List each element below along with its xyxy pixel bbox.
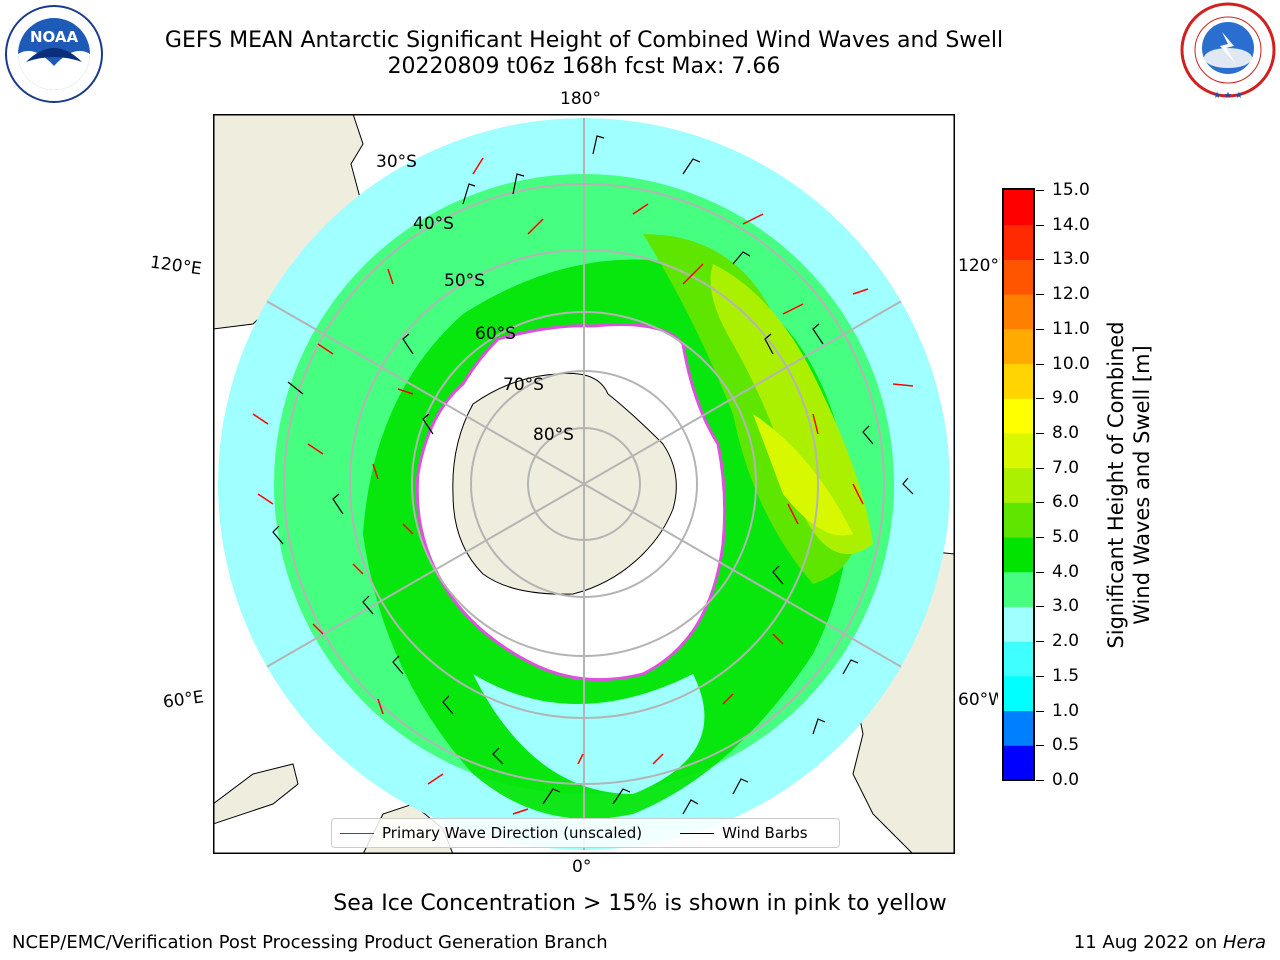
colorbar-tick-mark (1036, 432, 1044, 434)
colorbar-tick-label: 10.0 (1052, 353, 1090, 374)
colorbar-tick-label: 13.0 (1052, 249, 1090, 270)
footer-branch: NCEP/EMC/Verification Post Processing Pr… (12, 932, 608, 953)
colorbar-tick-mark (1036, 328, 1044, 330)
lat-label-60s: 60°S (475, 324, 516, 344)
colorbar-tick-label: 12.0 (1052, 284, 1090, 305)
colorbar-tick-mark (1036, 780, 1044, 781)
colorbar-tick-label: 2.0 (1052, 631, 1080, 652)
noaa-logo-text: NOAA (30, 28, 79, 46)
colorbar-tick-mark (1036, 537, 1044, 539)
colorbar-band (1004, 675, 1034, 712)
colorbar-tick-label: 15.0 (1052, 180, 1090, 200)
footer-date-text: 11 Aug 2022 on (1073, 932, 1223, 953)
lon-label-0: 0° (572, 857, 592, 877)
colorbar-title-line1: Significant Height of Combined (1104, 321, 1128, 649)
colorbar-tick-label: 8.0 (1052, 422, 1080, 443)
colorbar-tick-mark (1036, 363, 1044, 365)
colorbar-band (1004, 710, 1034, 746)
colorbar-band (1004, 467, 1034, 503)
colorbar-band (1004, 641, 1034, 677)
colorbar-tick-mark (1036, 294, 1044, 296)
colorbar-tick-label: 3.0 (1052, 596, 1080, 617)
colorbar-tick-mark (1036, 398, 1044, 400)
colorbar-band (1004, 259, 1034, 295)
colorbar-tick-label: 6.0 (1052, 492, 1080, 513)
colorbar-tick-mark (1036, 224, 1044, 226)
colorbar-band (1004, 190, 1034, 226)
colorbar-tick-label: 0.0 (1052, 770, 1080, 790)
colorbar-tick-label: 11.0 (1052, 318, 1090, 339)
legend-wind-label: Wind Barbs (722, 824, 808, 842)
legend-wave-label: Primary Wave Direction (unscaled) (382, 824, 643, 842)
colorbar-tick-label: 5.0 (1052, 527, 1080, 548)
colorbar-tick-mark (1036, 745, 1044, 747)
colorbar-band (1004, 606, 1034, 642)
colorbar-band (1004, 432, 1034, 469)
lat-label-40s: 40°S (413, 214, 454, 234)
lat-label-80s: 80°S (533, 425, 574, 445)
colorbar-tick-label: 4.0 (1052, 561, 1080, 582)
lat-label-50s: 50°S (444, 271, 485, 291)
colorbar-tick-label: 14.0 (1052, 214, 1090, 235)
lon-label-120w: 120°W (958, 256, 1000, 276)
colorbar-tick-label: 1.5 (1052, 665, 1080, 686)
colorbar-tick-mark (1036, 606, 1044, 608)
colorbar-band (1004, 363, 1034, 399)
colorbar-band (1004, 571, 1034, 607)
chart-title: GEFS MEAN Antarctic Significant Height o… (164, 28, 1004, 53)
chart-subtitle: 20220809 t06z 168h fcst Max: 7.66 (387, 54, 781, 79)
lon-label-60w: 60°W (958, 690, 998, 710)
lat-label-30s: 30°S (376, 152, 417, 172)
lat-label-70s: 70°S (503, 375, 544, 395)
colorbar-tick-label: 0.5 (1052, 735, 1080, 756)
colorbar-tick-mark (1036, 641, 1044, 643)
lon-label-60e: 60°E (161, 687, 206, 713)
colorbar-tick-label: 7.0 (1052, 457, 1080, 478)
africa-land (213, 763, 299, 825)
colorbar-title-line2: Wind Waves and Swell [m] (1130, 345, 1154, 625)
svg-text:★ ★ ★: ★ ★ ★ (1213, 91, 1243, 101)
colorbar-tick-mark (1036, 190, 1044, 191)
noaa-logo: NOAA (5, 5, 103, 103)
colorbar-band (1004, 502, 1034, 538)
map-legend: Primary Wave Direction (unscaled) Wind B… (331, 818, 840, 848)
colorbar-band (1004, 537, 1034, 573)
footer-host: Hera (1222, 932, 1266, 953)
colorbar-tick-mark (1036, 710, 1044, 712)
nws-logo: ★ ★ ★ (1180, 2, 1276, 101)
colorbar-tick-mark (1036, 259, 1044, 261)
colorbar-band (1004, 745, 1034, 781)
colorbar-title: Significant Height of Combined Wind Wave… (1103, 321, 1155, 648)
antarctica-land (452, 372, 677, 595)
wave-direction-swatch (340, 832, 374, 834)
colorbar (1002, 188, 1035, 781)
colorbar-tick-label: 9.0 (1052, 388, 1080, 409)
wind-barb-swatch (680, 832, 715, 834)
colorbar-tick-mark (1036, 571, 1044, 573)
colorbar-tick-mark (1036, 675, 1044, 677)
footer-date: 11 Aug 2022 on Hera (1074, 932, 1266, 953)
colorbar-band (1004, 224, 1034, 260)
colorbar-tick-mark (1036, 467, 1044, 469)
colorbar-band (1004, 328, 1034, 365)
colorbar-band (1004, 398, 1034, 434)
lon-label-120e: 120°E (148, 252, 203, 280)
sea-ice-note: Sea Ice Concentration > 15% is shown in … (333, 891, 947, 916)
colorbar-tick-mark (1036, 502, 1044, 504)
lon-label-180: 180° (560, 89, 601, 109)
polar-map (213, 114, 955, 854)
colorbar-tick-label: 1.0 (1052, 700, 1080, 721)
colorbar-band (1004, 294, 1034, 330)
